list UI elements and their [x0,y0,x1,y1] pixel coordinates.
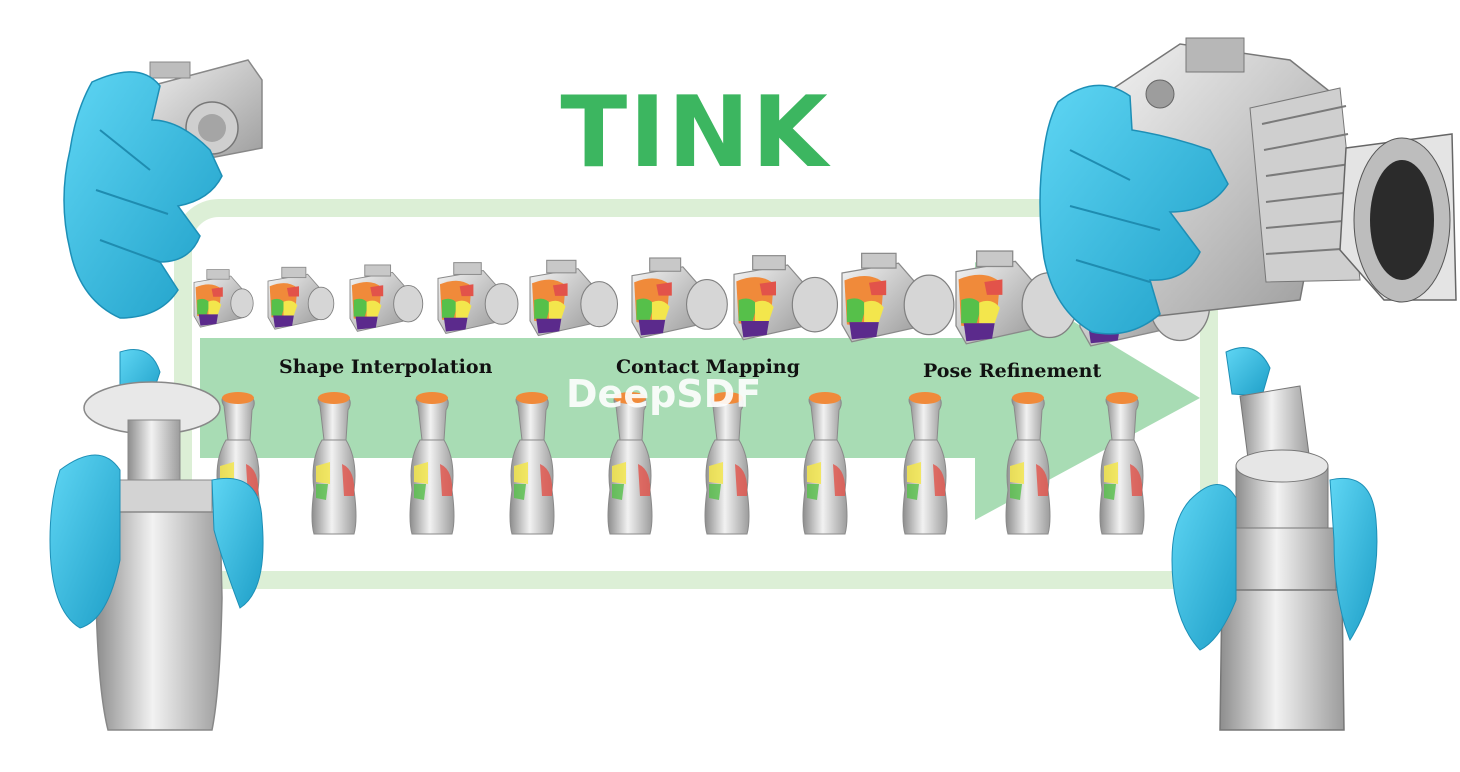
camera-shape-4 [437,262,519,334]
camera-shape-7 [733,255,839,341]
stage-label-shape-interpolation: Shape Interpolation [279,356,493,378]
bottle-shape-5 [607,392,653,535]
camera-sequence [193,248,1211,347]
method-title: TINK [560,76,830,190]
bottle-shape-10 [1099,392,1145,535]
hand-holding-cylinder-bottle-icon [1171,347,1378,731]
stage-label-contact-mapping: Contact Mapping [616,356,800,378]
camera-shape-1 [193,269,254,328]
bottle-shape-3 [409,392,455,535]
camera-shape-9 [955,250,1078,345]
hand-holding-slr-camera-icon [1039,37,1457,335]
camera-shape-5 [529,259,619,337]
hand-holding-pump-bottle-icon [49,349,264,731]
bottle-shape-6 [704,392,750,535]
bottle-shape-2 [311,392,357,535]
bottle-shape-8 [902,392,948,535]
bottle-shape-9 [1005,392,1051,535]
stage-label-pose-refinement: Pose Refinement [923,360,1102,382]
bottle-shape-4 [509,392,555,535]
camera-shape-2 [267,266,335,330]
camera-shape-3 [349,264,424,332]
deepsdf-watermark: DeepSDF [566,372,762,416]
hand-holding-compact-camera-icon [63,59,263,319]
bottle-shape-7 [802,392,848,535]
camera-shape-8 [841,252,955,343]
camera-shape-6 [631,257,728,339]
